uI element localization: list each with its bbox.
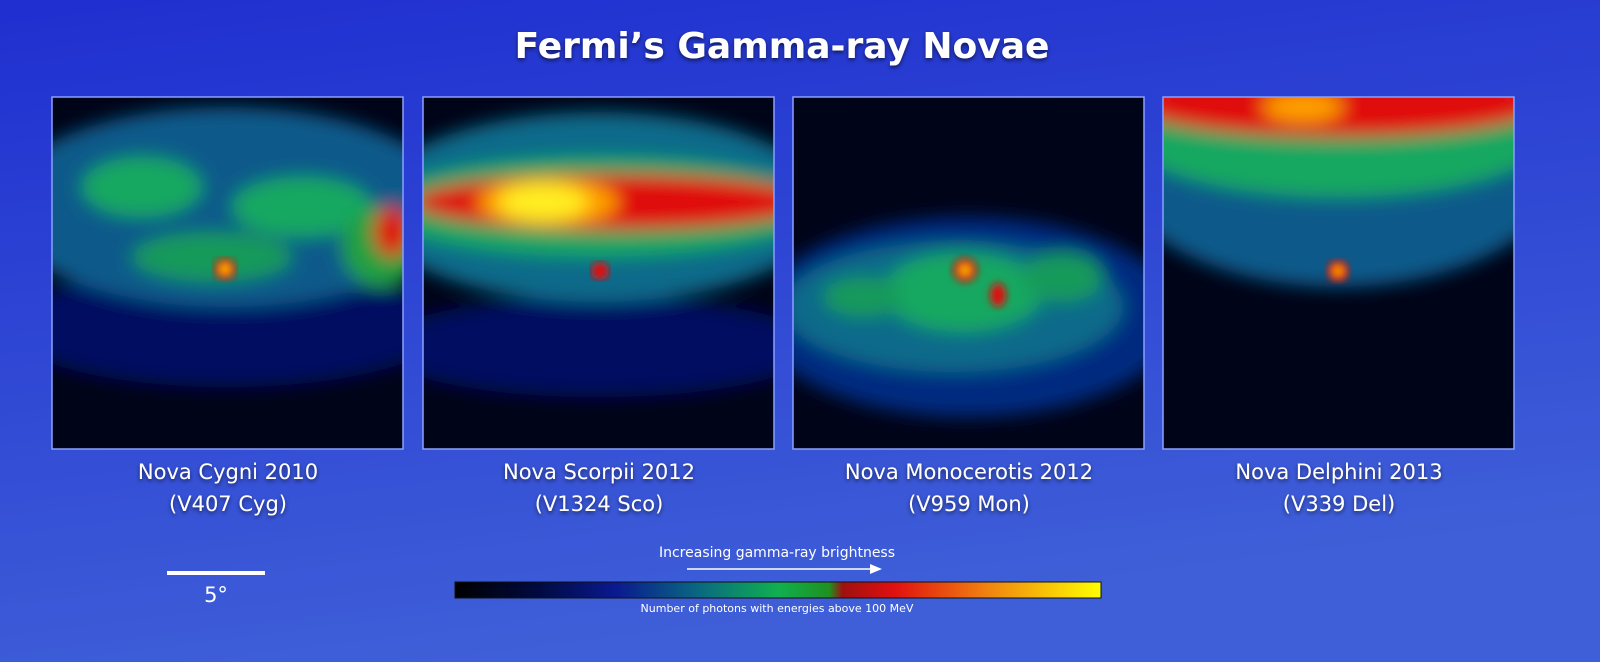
heatmap: [792, 96, 1145, 450]
panel-name: Nova Scorpii 2012: [503, 460, 695, 484]
colorbar: [454, 581, 1102, 599]
panel-name: Nova Cygni 2010: [138, 460, 318, 484]
panel-designation: (V1324 Sco): [535, 492, 664, 516]
panel-designation: (V959 Mon): [908, 492, 1030, 516]
scale-label: 5°: [204, 583, 228, 607]
panel-name: Nova Monocerotis 2012: [845, 460, 1093, 484]
heatmap: [51, 96, 404, 450]
title: Fermi’s Gamma-ray Novae: [515, 26, 1050, 67]
panel-designation: (V339 Del): [1283, 492, 1395, 516]
colorbar-caption: Number of photons with energies above 10…: [641, 602, 914, 615]
colorbar-title: Increasing gamma-ray brightness: [659, 545, 895, 561]
panel-designation: (V407 Cyg): [169, 492, 287, 516]
heatmap: [422, 96, 775, 450]
panel-name: Nova Delphini 2013: [1235, 460, 1442, 484]
arrow-head: [870, 564, 882, 574]
heatmap: [1162, 96, 1515, 450]
